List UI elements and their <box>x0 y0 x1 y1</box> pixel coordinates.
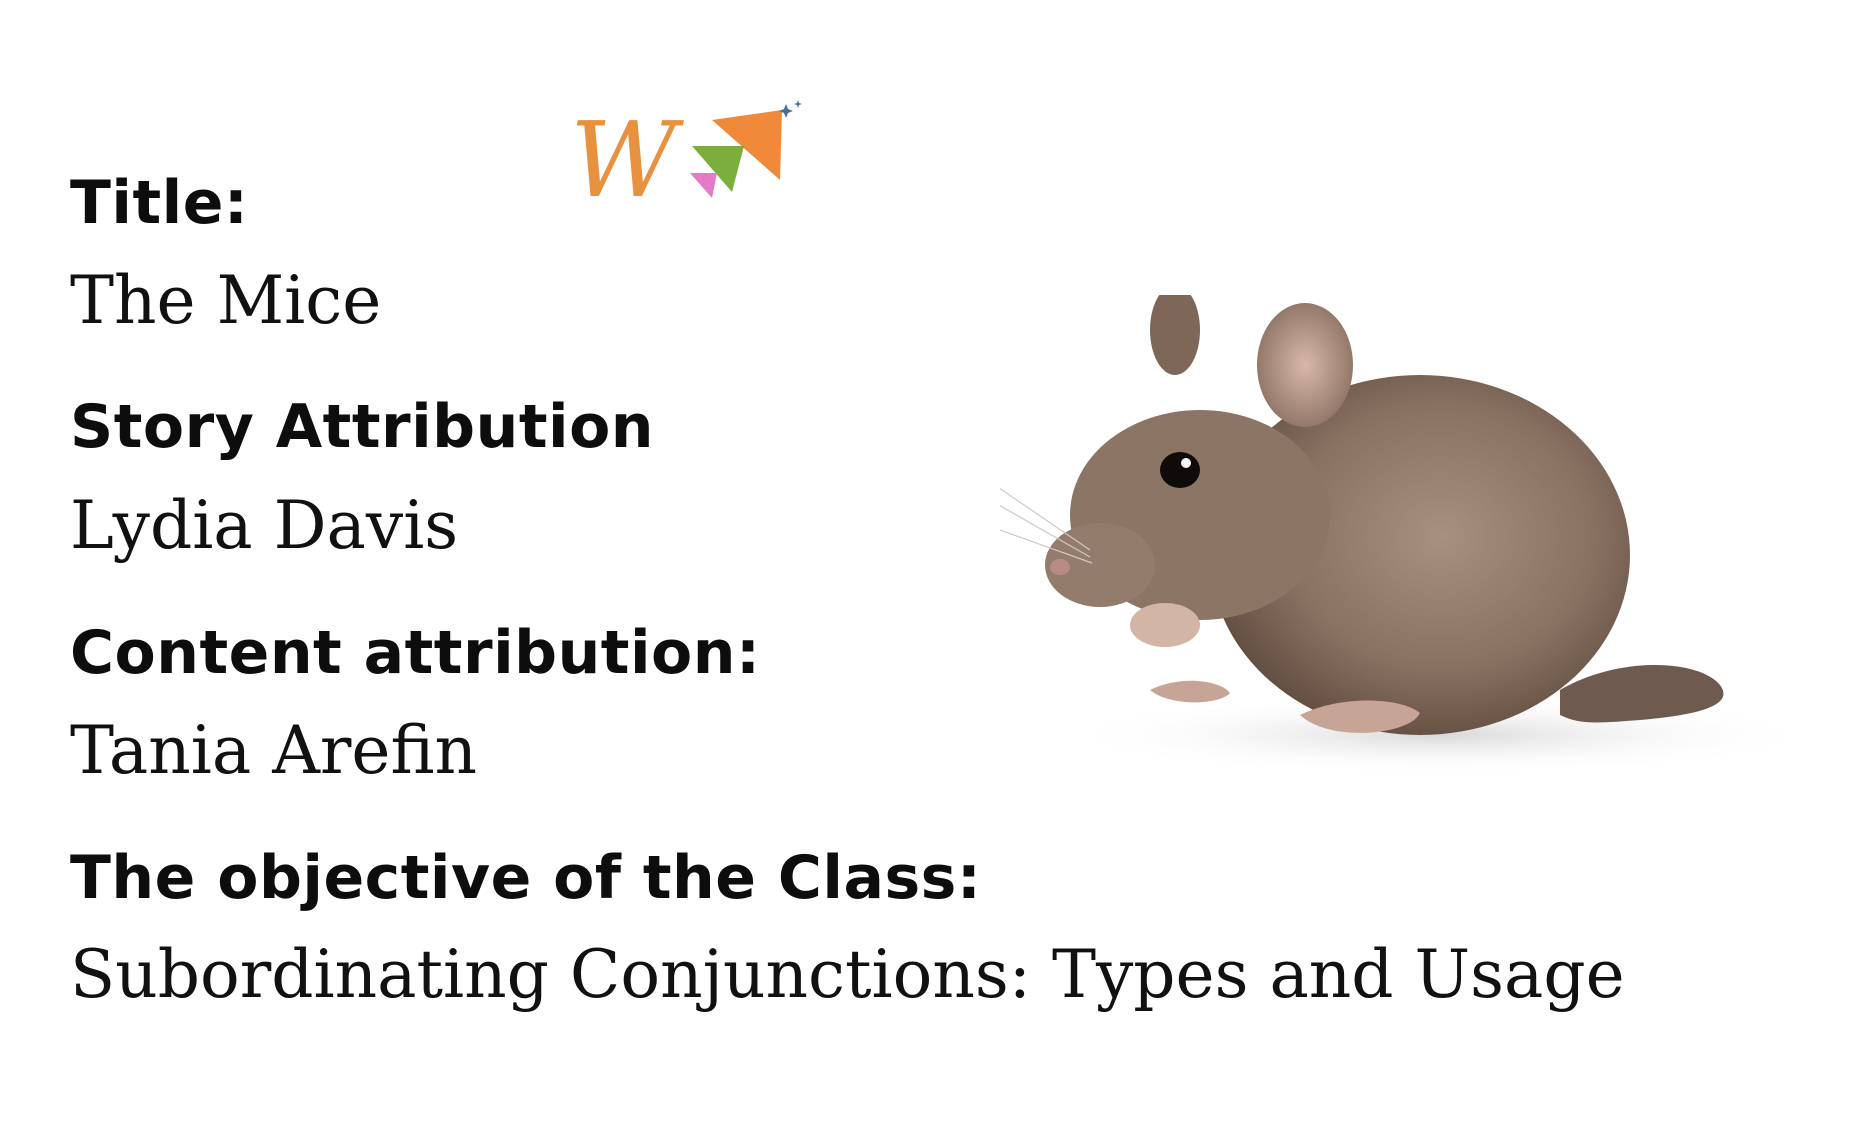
mouse-eye-highlight <box>1181 458 1191 468</box>
mouse-front-paw <box>1130 603 1200 647</box>
mouse-body <box>1210 375 1630 735</box>
class-objective-heading: The objective of the Class: <box>70 843 982 913</box>
mouse-icon <box>1000 295 1800 775</box>
mouse-tail <box>1560 665 1724 723</box>
logo-green-triangle <box>692 146 744 192</box>
mouse-front-foot <box>1150 680 1230 703</box>
logo-pink-triangle <box>690 173 717 198</box>
title-value: The Mice <box>70 262 382 339</box>
class-objective-value: Subordinating Conjunctions: Types and Us… <box>70 936 1625 1013</box>
sparkle-icon <box>779 100 802 118</box>
logo-letter: W <box>570 99 684 218</box>
mouse-ear-front <box>1257 303 1353 427</box>
mouse-whiskers <box>1000 487 1093 564</box>
logo-orange-triangle <box>712 110 782 180</box>
story-attribution-value: Lydia Davis <box>70 487 459 564</box>
mouse-snout <box>1045 523 1155 607</box>
title-heading: Title: <box>70 168 249 238</box>
content-attribution-value: Tania Arefin <box>70 712 477 789</box>
brand-logo-icon: W <box>570 99 802 218</box>
mouse-nose <box>1050 559 1070 575</box>
mouse-eye <box>1160 452 1200 488</box>
mouse-ear-back <box>1150 295 1200 375</box>
mouse-hind-foot <box>1300 700 1420 733</box>
content-attribution-heading: Content attribution: <box>70 618 761 688</box>
story-attribution-heading: Story Attribution <box>70 392 655 462</box>
